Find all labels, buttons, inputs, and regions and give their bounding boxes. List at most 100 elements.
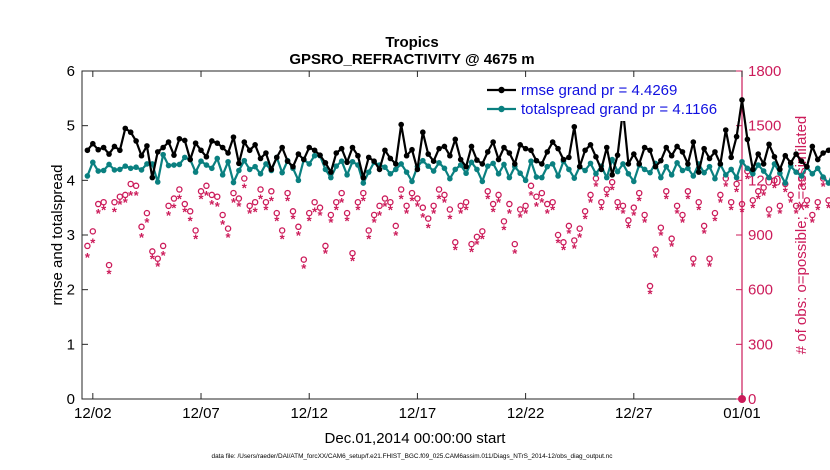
rmse-point (284, 158, 291, 164)
obs-assimilated-point: * (236, 199, 242, 214)
obs-possible-point (516, 206, 524, 213)
rmse-line (86, 98, 830, 179)
rmse-point (306, 144, 313, 151)
obs-possible-point (154, 255, 161, 262)
rmse-point (598, 166, 605, 173)
obs-possible-point (663, 188, 670, 195)
obs-possible-point (381, 195, 389, 202)
spread-point (495, 170, 502, 177)
obs-assimilated-point: * (464, 202, 470, 217)
obs-possible-point (268, 188, 275, 195)
y-right-tick-label: 1500 (748, 118, 781, 135)
spread-point (479, 178, 486, 185)
rmse-point (360, 174, 367, 181)
obs-assimilated-point: * (599, 202, 605, 217)
rmse-point (246, 147, 253, 154)
rmse-point (631, 151, 637, 157)
obs-possible-point (305, 209, 313, 217)
obs-possible-point (706, 255, 713, 262)
obs-assimilated-point: * (810, 215, 816, 230)
obs-assimilated-point: * (474, 237, 480, 252)
obs-possible-point (700, 222, 708, 230)
obs-possible-point (673, 202, 681, 210)
rmse-point (825, 147, 830, 154)
spread-point (614, 168, 621, 175)
spread-point (117, 166, 123, 173)
rmse-point (138, 152, 145, 159)
obs-assimilated-point: * (107, 266, 113, 281)
x-tick-label: 12/12 (290, 405, 328, 422)
spread-point (328, 174, 334, 181)
rmse-point (257, 155, 264, 162)
obs-assimilated-point: * (572, 241, 578, 256)
rmse-point (214, 140, 221, 146)
obs-possible-point (538, 189, 546, 197)
rmse-point (403, 152, 410, 159)
spread-point (192, 169, 199, 175)
spread-point (154, 179, 161, 185)
rmse-point (722, 127, 729, 133)
obs-possible-point (289, 208, 297, 215)
obs-assimilated-point: * (507, 206, 513, 221)
obs-assimilated-point: * (626, 221, 632, 236)
obs-possible-point (219, 211, 226, 219)
obs-possible-point (295, 223, 302, 231)
spread-point (441, 165, 448, 172)
spread-point (230, 179, 237, 186)
obs-possible-point (132, 182, 140, 190)
obs-assimilated-point: * (204, 188, 210, 203)
rmse-point (95, 146, 102, 153)
obs-possible-point (354, 198, 362, 206)
rmse-point (668, 152, 675, 159)
rmse-point (263, 150, 269, 156)
rmse-point (603, 144, 610, 151)
rmse-point (717, 161, 724, 167)
spread-point (111, 167, 118, 173)
spread-point (447, 175, 453, 182)
obs-assimilated-point: * (301, 261, 307, 276)
spread-point (587, 160, 594, 167)
error-series-lines (84, 97, 830, 186)
y-axis-right-tick-labels: 0 300 600 900 1200 1500 1800 (748, 63, 781, 408)
spread-point (760, 168, 767, 174)
obs-assimilated-point: * (750, 201, 756, 216)
spread-point (825, 180, 830, 186)
obs-assimilated-point: * (409, 193, 415, 208)
obs-possible-point (311, 198, 318, 206)
obs-assimilated-point: * (366, 232, 372, 247)
obs-assimilated-point: * (658, 228, 664, 243)
obs-assimilated-point: * (426, 221, 432, 236)
obs-possible-point (246, 202, 253, 210)
rmse-point (295, 151, 302, 157)
obs-assimilated-point: * (610, 182, 616, 197)
rmse-point (430, 158, 437, 164)
obs-possible-point (462, 198, 470, 206)
obs-possible-point (408, 189, 416, 197)
obs-possible-point (89, 228, 97, 235)
rmse-point (820, 150, 826, 156)
obs-possible-point (754, 188, 762, 195)
rmse-point (176, 135, 183, 142)
obs-assimilated-point: * (377, 208, 383, 223)
obs-assimilated-point: * (583, 212, 589, 227)
obs-assimilated-point: * (134, 188, 140, 203)
obs-assimilated-point: * (139, 230, 145, 245)
obs-possible-point (143, 209, 151, 217)
obs-possible-point (733, 180, 740, 188)
obs-assimilated-point: * (247, 206, 253, 221)
obs-assimilated-point: * (155, 259, 161, 274)
spread-point (382, 164, 388, 171)
obs-assimilated-point: * (691, 259, 697, 274)
rmse-point (609, 172, 615, 178)
spread-point (809, 170, 816, 177)
obs-assimilated-point: * (177, 192, 183, 207)
rmse-point (376, 166, 383, 173)
obs-assimilated-point: * (480, 232, 486, 247)
obs-assimilated-point: * (420, 210, 426, 225)
obs-assimilated-point: * (675, 206, 681, 221)
spread-point (306, 161, 313, 167)
rmse-point (84, 147, 91, 154)
obs-possible-point (370, 211, 378, 219)
obs-possible-point (186, 208, 194, 215)
rmse-point (804, 163, 810, 170)
